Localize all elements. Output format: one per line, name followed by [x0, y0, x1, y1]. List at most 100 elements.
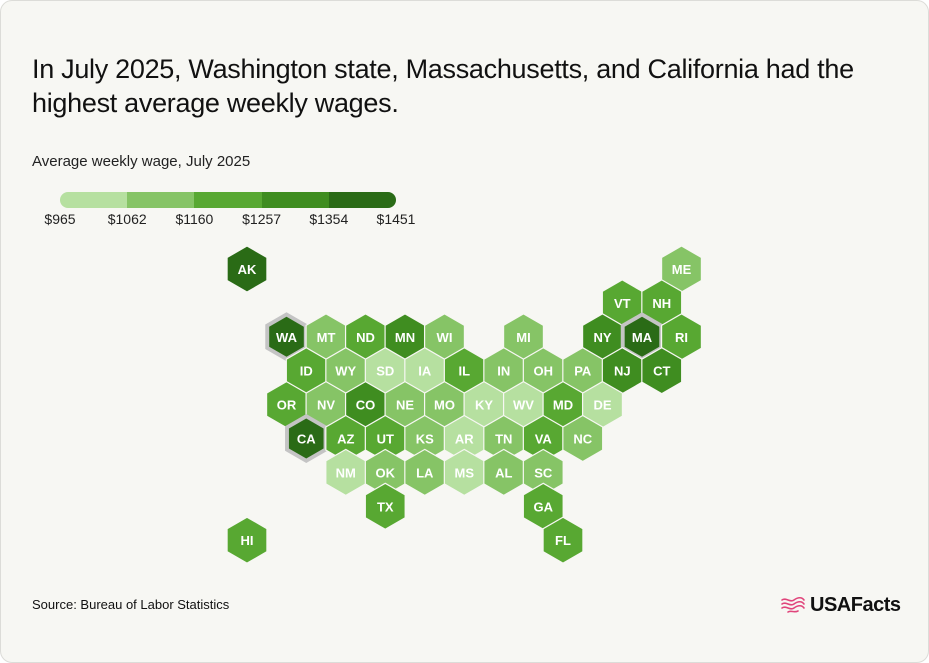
state-label: TN: [495, 432, 512, 447]
state-tile-me: ME: [660, 245, 703, 293]
state-label: CT: [653, 364, 670, 379]
state-label: WA: [276, 330, 298, 345]
state-label: AR: [455, 432, 474, 447]
state-label: FL: [555, 533, 571, 548]
state-label: MI: [516, 330, 530, 345]
state-label: MD: [553, 398, 573, 413]
state-hex: [364, 482, 406, 530]
state-label: DE: [593, 398, 611, 413]
state-tile-hi: HI: [226, 516, 268, 564]
flag-icon: [781, 596, 805, 613]
legend-color-scale: [60, 192, 396, 208]
state-label: KY: [475, 398, 493, 413]
state-label: AK: [238, 262, 257, 277]
state-label: WV: [513, 398, 534, 413]
state-label: ID: [300, 364, 313, 379]
state-label: OR: [277, 398, 297, 413]
state-label: IL: [458, 364, 470, 379]
legend-tick-label: $1160: [175, 211, 214, 227]
state-tile-mt: MT: [305, 313, 347, 361]
state-label: NH: [652, 296, 671, 311]
state-label: ND: [356, 330, 375, 345]
state-tile-al: AL: [483, 448, 525, 497]
state-label: IA: [418, 364, 432, 379]
state-label: WY: [335, 364, 356, 379]
state-label: GA: [534, 499, 554, 514]
state-label: CA: [297, 432, 316, 447]
state-tile-ga: GA: [522, 482, 564, 530]
state-label: ME: [672, 262, 692, 277]
legend-swatch: [328, 192, 396, 208]
state-tile-nc: NC: [562, 414, 604, 463]
state-label: KS: [416, 432, 434, 447]
state-label: PA: [574, 364, 592, 379]
state-hex: [226, 516, 268, 564]
state-label: VT: [614, 296, 631, 311]
state-label: MO: [434, 398, 455, 413]
state-hex: [624, 316, 660, 357]
legend-tick-label: $1354: [309, 211, 349, 227]
state-label: OH: [534, 364, 554, 379]
state-label: WI: [437, 330, 453, 345]
legend-swatch: [261, 192, 329, 208]
state-tile-ok: OK: [364, 448, 406, 497]
state-tile-fl: FL: [542, 516, 584, 564]
legend-title: Average weekly wage, July 2025: [32, 153, 251, 170]
state-label: OK: [376, 465, 396, 480]
state-label: SC: [534, 465, 553, 480]
state-tile-ma: MA: [620, 312, 664, 362]
source-note: Source: Bureau of Labor Statistics: [32, 597, 230, 612]
state-hex: [288, 418, 324, 459]
state-label: MN: [395, 330, 415, 345]
state-hex: [641, 347, 683, 395]
state-label: TX: [377, 499, 394, 514]
state-label: MS: [455, 465, 475, 480]
state-label: CO: [356, 398, 376, 413]
state-label: NV: [317, 398, 335, 413]
state-hex: [542, 516, 584, 564]
state-label: RI: [675, 330, 688, 345]
brand-wordmark: USAFacts: [810, 593, 901, 616]
state-tile-oh: OH: [522, 347, 564, 395]
state-tile-la: LA: [404, 448, 446, 497]
state-tile-sd: SD: [364, 347, 406, 395]
state-tile-wa: WA: [265, 312, 308, 362]
state-tile-co: CO: [344, 380, 387, 429]
legend-swatch: [60, 192, 128, 208]
state-hex: [226, 245, 268, 293]
state-label: VA: [535, 432, 553, 447]
legend-tick-label: $1257: [242, 211, 282, 227]
legend-tick-label: $965: [44, 211, 76, 227]
state-tile-nh: NH: [641, 279, 683, 327]
state-label: MA: [632, 330, 653, 345]
state-tile-ct: CT: [641, 347, 683, 395]
state-label: NE: [396, 398, 414, 413]
legend-swatch: [194, 192, 262, 208]
state-tile-or: OR: [265, 380, 308, 429]
state-label: AZ: [337, 432, 354, 447]
state-label: HI: [241, 533, 254, 548]
state-tile-mi: MI: [502, 313, 545, 361]
legend-tick-label: $1451: [376, 211, 416, 227]
state-tile-ms: MS: [443, 448, 485, 497]
state-tile-tx: TX: [364, 482, 406, 530]
state-label: MT: [317, 330, 336, 345]
state-label: IN: [497, 364, 510, 379]
state-tile-ak: AK: [226, 245, 268, 293]
state-label: NJ: [614, 364, 631, 379]
chart-title: In July 2025, Washington state, Massachu…: [32, 54, 854, 118]
legend-tick-labels: $965 $1062 $1160 $1257 $1354 $1451: [0, 211, 500, 231]
state-label: NY: [593, 330, 611, 345]
state-label: NM: [336, 465, 356, 480]
state-tile-nm: NM: [325, 448, 367, 497]
state-label: NC: [573, 432, 592, 447]
state-label: UT: [377, 432, 394, 447]
state-label: SD: [376, 364, 394, 379]
state-tile-ky: KY: [463, 380, 505, 429]
state-tile-ca: CA: [285, 414, 328, 463]
state-label: LA: [416, 465, 434, 480]
state-hex: [269, 316, 304, 357]
state-tile-ut: UT: [364, 414, 406, 463]
state-label: AL: [495, 465, 512, 480]
